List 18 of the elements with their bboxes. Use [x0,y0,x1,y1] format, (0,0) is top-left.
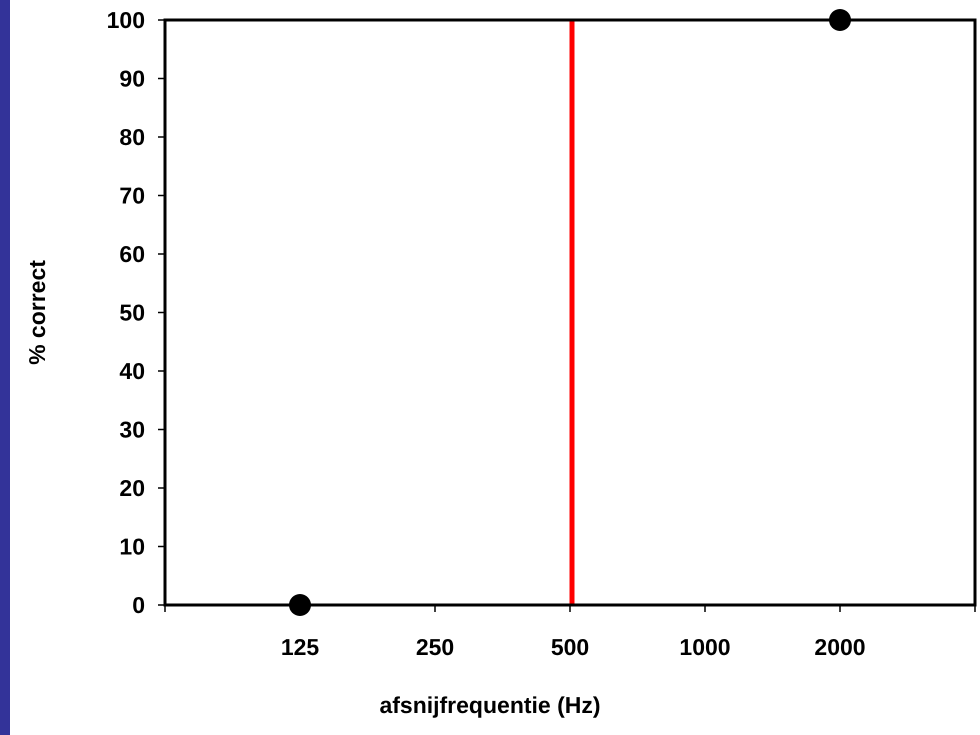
y-axis-title: % correct [24,260,50,365]
y-tick-label: 100 [106,7,145,34]
y-tick-label: 80 [119,124,145,150]
y-tick-label: 40 [119,358,145,384]
x-tick-label: 250 [416,634,454,660]
x-tick-label: 1000 [679,634,731,660]
y-tick-label: 60 [119,241,145,268]
x-tick-label: 125 [280,634,320,660]
y-tick-label: 10 [119,534,145,560]
y-tick-label: 70 [119,182,145,209]
y-tick-label: 0 [132,592,145,618]
x-axis-title: afsnijfrequentie (Hz) [379,692,601,718]
x-tick-label: 500 [550,634,590,660]
x-tick-label: 2000 [814,634,866,660]
y-tick-label: 90 [119,66,145,92]
y-tick-label: 30 [119,416,145,443]
y-tick-label: 20 [119,475,145,502]
y-tick-label: 50 [119,300,145,326]
